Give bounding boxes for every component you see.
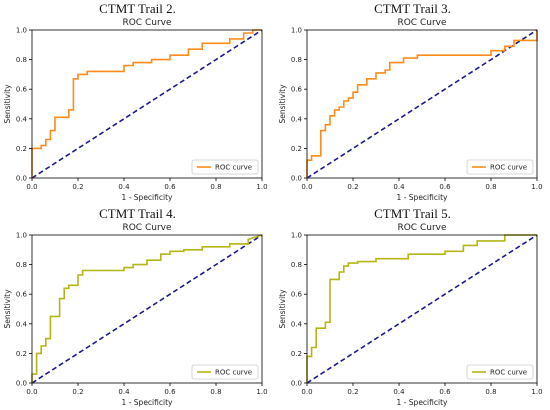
- y-tick-label: 0.8: [16, 56, 27, 64]
- roc-curve-line: [31, 234, 263, 383]
- x-tick-label: 0.6: [164, 388, 176, 396]
- y-tick-label: 0.8: [291, 56, 302, 64]
- y-axis-label: Sensitivity: [278, 289, 287, 329]
- y-tick-label: 1.0: [291, 27, 302, 35]
- x-tick-label: 0.4: [118, 183, 130, 191]
- x-tick-label: 0.6: [164, 183, 176, 191]
- roc-panel-trail-4: CTMT Trail 4. ROC Curve 0.0 0.2 0.4 0.6 0.8 1.…: [0, 205, 275, 410]
- x-tick-label: 0.0: [26, 388, 37, 396]
- roc-panel-trail-5: CTMT Trail 5. ROC Curve 0.0 0.2 0.4 0.6 0.8 1.…: [275, 205, 550, 410]
- x-axis-label: 1 - Specificity: [397, 398, 448, 407]
- diagonal-reference-line: [306, 234, 538, 384]
- x-tick-label: 0.8: [210, 388, 221, 396]
- plot-frame: [306, 234, 538, 384]
- x-tick-label: 1.0: [256, 388, 267, 396]
- roc-chart: ROC Curve 0.0 0.2 0.4 0.6 0.8 1.0 0.0 0.2 0.4 0.6 0…: [3, 18, 268, 202]
- roc-curve-line: [306, 30, 538, 178]
- x-axis-label: 1 - Specificity: [122, 398, 173, 407]
- y-tick-label: 0.4: [291, 320, 303, 328]
- roc-curve-line: [306, 234, 537, 383]
- x-tick-label: 0.6: [439, 183, 451, 191]
- x-axis-label: 1 - Specificity: [397, 193, 448, 202]
- legend-box: [466, 364, 534, 380]
- x-tick-label: 1.0: [256, 183, 267, 191]
- y-tick-label: 0.4: [291, 115, 303, 123]
- y-tick-label: 0.0: [16, 175, 27, 183]
- y-tick-label: 0.6: [16, 86, 28, 94]
- x-tick-label: 0.4: [393, 388, 405, 396]
- roc-panel-trail-3: CTMT Trail 3. ROC Curve 0.0 0.2 0.4 0.6 0.8 1.…: [275, 0, 550, 205]
- legend-label: ROC curve: [490, 164, 527, 172]
- x-tick-label: 1.0: [531, 183, 542, 191]
- panel-title: CTMT Trail 4.: [99, 206, 176, 221]
- panel-title: CTMT Trail 3.: [374, 1, 451, 16]
- y-tick-label: 1.0: [16, 27, 27, 35]
- panel-title: CTMT Trail 5.: [374, 206, 451, 221]
- x-tick-label: 1.0: [531, 388, 542, 396]
- y-axis-label: Sensitivity: [278, 84, 287, 124]
- y-tick-label: 0.2: [16, 350, 27, 358]
- y-tick-label: 0.4: [16, 115, 28, 123]
- x-tick-label: 0.2: [347, 183, 358, 191]
- x-tick-label: 0.8: [210, 183, 221, 191]
- y-tick-label: 0.0: [291, 175, 302, 183]
- y-tick-label: 0.0: [16, 380, 27, 388]
- roc-chart: ROC Curve 0.0 0.2 0.4 0.6 0.8 1.0 0.0 0.2 0.4 0.6 0…: [278, 18, 543, 202]
- y-tick-label: 0.6: [291, 86, 303, 94]
- x-tick-label: 0.6: [439, 388, 451, 396]
- chart-title: ROC Curve: [397, 18, 446, 28]
- x-tick-label: 0.8: [485, 183, 496, 191]
- y-tick-label: 0.2: [16, 145, 27, 153]
- y-tick-label: 1.0: [291, 232, 302, 240]
- legend-label: ROC curve: [215, 164, 252, 172]
- panel-title: CTMT Trail 2.: [99, 1, 176, 16]
- y-axis-label: Sensitivity: [3, 84, 12, 124]
- legend-box: [466, 159, 534, 175]
- x-tick-label: 0.0: [301, 388, 312, 396]
- roc-chart: ROC Curve 0.0 0.2 0.4 0.6 0.8 1.0 0.0 0.2 0.4 0.6 0…: [278, 223, 543, 407]
- x-tick-label: 0.2: [347, 388, 358, 396]
- legend-label: ROC curve: [215, 369, 252, 377]
- y-tick-label: 0.8: [291, 261, 302, 269]
- x-tick-label: 0.2: [72, 388, 83, 396]
- y-tick-label: 0.0: [291, 380, 302, 388]
- diagonal-reference-line: [31, 29, 263, 179]
- x-tick-label: 0.8: [485, 388, 496, 396]
- y-tick-label: 0.6: [291, 291, 303, 299]
- chart-title: ROC Curve: [397, 223, 446, 233]
- roc-panel-trail-2: CTMT Trail 2. ROC Curve 0.0 0.2 0.4 0.6 0.8 1.…: [0, 0, 275, 205]
- plot-frame: [31, 29, 263, 179]
- diagonal-reference-line: [31, 234, 263, 384]
- plot-frame: [306, 29, 538, 179]
- y-tick-label: 0.6: [16, 291, 28, 299]
- roc-curve-line: [31, 29, 262, 178]
- roc-chart: ROC Curve 0.0 0.2 0.4 0.6 0.8 1.0 0.0 0.2 0.4 0.6 0…: [3, 223, 268, 407]
- y-axis-label: Sensitivity: [3, 289, 12, 329]
- x-tick-label: 0.0: [26, 183, 37, 191]
- legend-box: [191, 159, 259, 175]
- legend-label: ROC curve: [490, 369, 527, 377]
- x-tick-label: 0.0: [301, 183, 312, 191]
- x-tick-label: 0.4: [118, 388, 130, 396]
- chart-title: ROC Curve: [122, 18, 171, 28]
- y-tick-label: 0.2: [291, 350, 302, 358]
- chart-title: ROC Curve: [122, 223, 171, 233]
- x-tick-label: 0.2: [72, 183, 83, 191]
- y-tick-label: 0.8: [16, 261, 27, 269]
- x-tick-label: 0.4: [393, 183, 405, 191]
- y-tick-label: 0.2: [291, 145, 302, 153]
- y-tick-label: 0.4: [16, 320, 28, 328]
- diagonal-reference-line: [306, 29, 538, 179]
- x-axis-label: 1 - Specificity: [122, 193, 173, 202]
- legend-box: [191, 364, 259, 380]
- y-tick-label: 1.0: [16, 232, 27, 240]
- plot-frame: [31, 234, 263, 384]
